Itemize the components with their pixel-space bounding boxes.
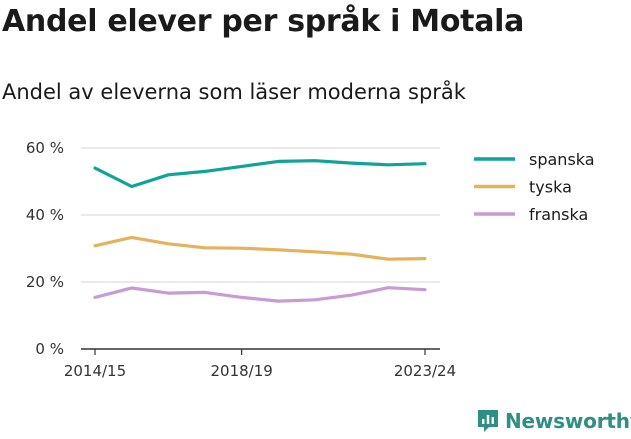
legend-label-franska: franska [529,205,588,224]
legend: spanska tyska franska [474,150,595,224]
gridlines [81,147,440,350]
newsworthy-logo: Newsworthy [476,408,631,434]
x-tick-label: 2023/24 [394,362,456,380]
series-line-franska [93,286,427,303]
chart-subtitle: Andel av eleverna som läser moderna språ… [2,80,466,104]
x-axis: 2014/15 2018/19 2023/24 [64,349,456,380]
series-line-tyska [93,235,427,261]
y-tick-label: 20 % [26,273,64,291]
x-tick-label: 2014/15 [64,362,126,380]
newsworthy-logo-text: Newsworthy [505,409,631,433]
legend-label-tyska: tyska [529,178,572,197]
series-lines [93,159,427,303]
chart-title: Andel elever per språk i Motala [2,4,525,39]
legend-label-spanska: spanska [529,150,595,169]
y-tick-label: 60 % [26,139,64,157]
x-tick-label: 2018/19 [211,362,273,380]
y-tick-label: 0 % [35,340,64,358]
series-line-spanska [93,159,427,189]
newsworthy-logo-icon [478,410,498,432]
y-axis-ticks: 0 % 20 % 40 % 60 % [26,139,64,358]
y-tick-label: 40 % [26,206,64,224]
